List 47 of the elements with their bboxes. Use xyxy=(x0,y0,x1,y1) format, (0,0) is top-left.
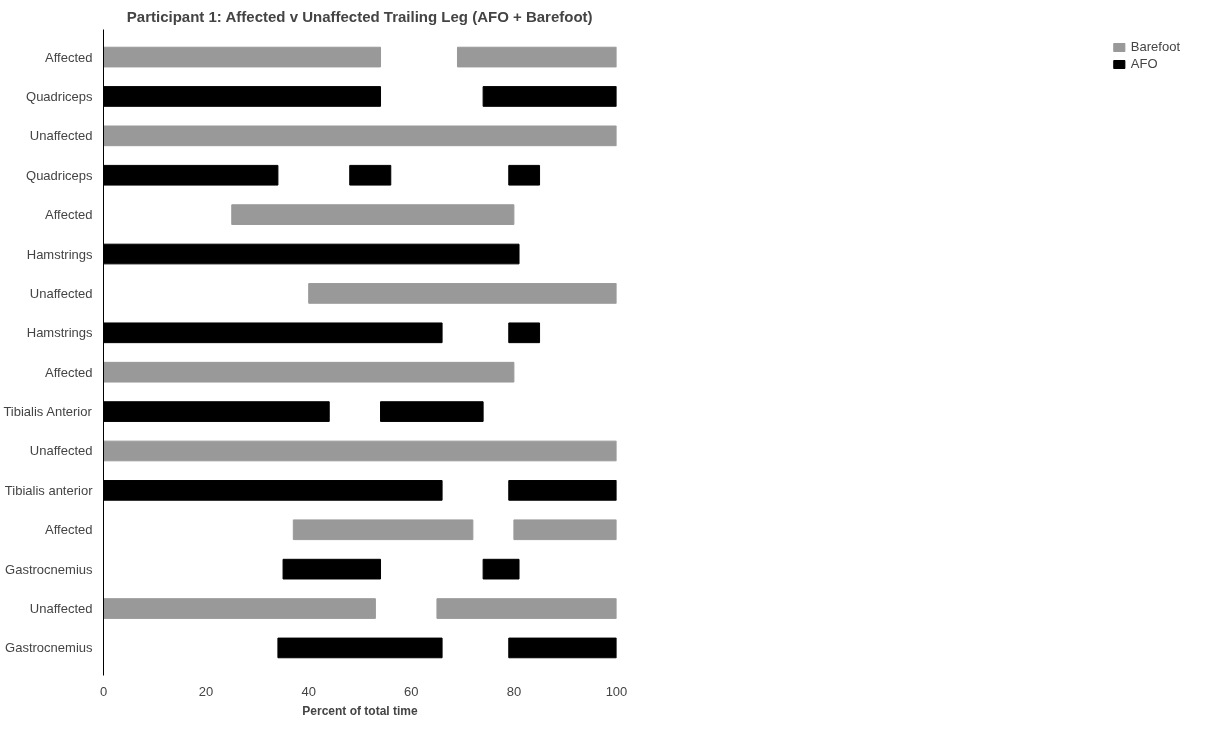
y-tick-label: Affected xyxy=(45,522,93,538)
chart-title: Participant 1: Affected v Unaffected Trailing Leg (AFO + Barefoot) xyxy=(126,7,593,25)
y-tick-label: Unaffected xyxy=(29,601,93,617)
y-tick-label: Unaffected xyxy=(29,128,93,144)
y-tick-label: Affected xyxy=(45,364,93,380)
x-axis-title: Percent of total time xyxy=(302,703,418,718)
y-tick-label: Affected xyxy=(45,207,93,223)
bar xyxy=(508,164,541,186)
bar xyxy=(103,125,617,147)
bar xyxy=(482,86,617,107)
bar xyxy=(231,204,515,225)
bar xyxy=(308,283,617,304)
bar xyxy=(103,361,515,383)
legend-label: AFO xyxy=(1130,56,1158,71)
y-tick-label: Tibialis anterior xyxy=(4,482,94,498)
y-tick-label: Affected xyxy=(45,49,93,65)
bar xyxy=(508,637,617,659)
y-tick-label: Unaffected xyxy=(29,443,93,459)
legend-label: Barefoot xyxy=(1130,39,1180,54)
y-tick-label: Quadriceps xyxy=(26,88,93,104)
bar xyxy=(282,558,382,580)
bar xyxy=(103,440,617,462)
bar xyxy=(103,598,376,619)
y-tick-label: Tibialis Anterior xyxy=(3,404,93,420)
bar xyxy=(456,46,617,68)
y-tick-label: Hamstrings xyxy=(26,246,93,262)
x-tick-label: 20 xyxy=(198,683,214,699)
x-tick-label: 100 xyxy=(605,683,628,699)
bar xyxy=(508,322,541,344)
bar xyxy=(349,164,392,186)
x-tick-label: 40 xyxy=(301,683,316,699)
bar xyxy=(513,519,617,541)
y-tick-label: Quadriceps xyxy=(26,167,93,183)
x-tick-label: 60 xyxy=(404,683,419,699)
x-tick-label: 0 xyxy=(99,683,108,699)
bar xyxy=(277,637,443,659)
y-tick-label: Gastrocnemius xyxy=(5,561,93,577)
bar xyxy=(292,519,474,541)
bar xyxy=(508,480,617,501)
x-tick-label: 80 xyxy=(506,683,522,699)
bar xyxy=(103,46,382,68)
bar xyxy=(380,401,484,422)
y-tick-label: Hamstrings xyxy=(26,325,93,341)
y-tick-label: Unaffected xyxy=(29,285,93,301)
bar xyxy=(482,558,520,580)
bar xyxy=(436,598,617,619)
y-tick-label: Gastrocnemius xyxy=(5,640,93,656)
